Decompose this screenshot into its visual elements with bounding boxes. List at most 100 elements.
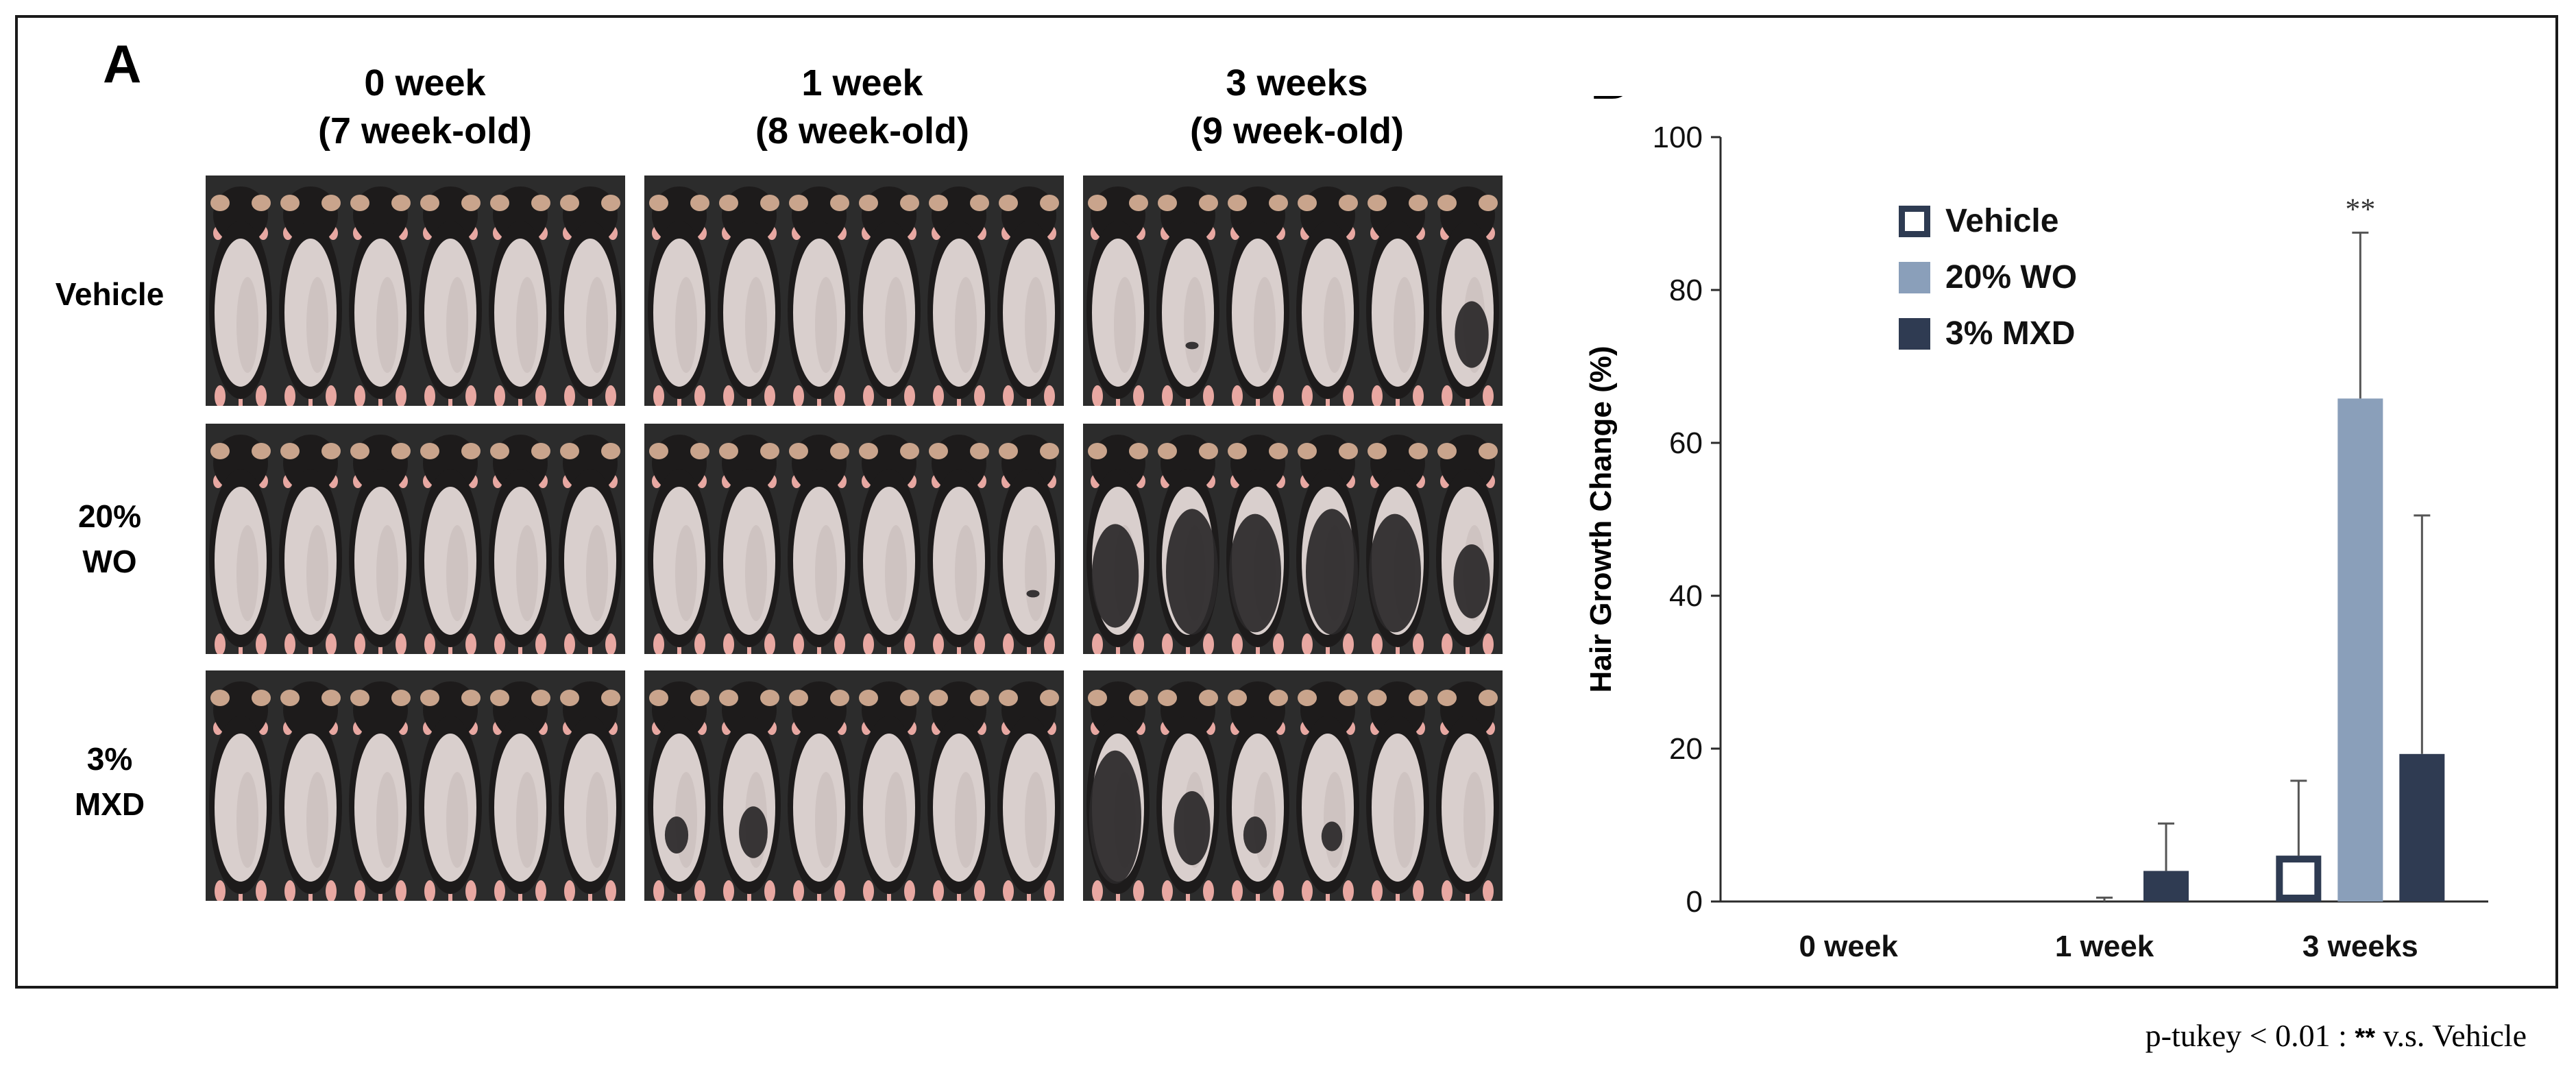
row-label-line1: 20% bbox=[77, 498, 142, 534]
mouse-photo bbox=[1083, 670, 1503, 901]
mouse bbox=[927, 435, 991, 654]
bar bbox=[2399, 753, 2445, 901]
y-axis-label: Hair Growth Change (%) bbox=[1584, 346, 1618, 692]
mouse bbox=[419, 435, 482, 654]
legend-swatch bbox=[1899, 318, 1930, 350]
legend-label: Vehicle bbox=[1945, 203, 2058, 239]
column-header-line2: (8 week-old) bbox=[755, 110, 970, 152]
footnote-stars: ** bbox=[2355, 1024, 2375, 1052]
mouse bbox=[927, 186, 991, 406]
mouse-photo-image bbox=[1083, 670, 1503, 901]
row-label-line2: MXD bbox=[74, 786, 145, 822]
mouse bbox=[279, 186, 342, 406]
mouse bbox=[349, 186, 412, 406]
y-tick-label: 20 bbox=[1669, 732, 1703, 766]
mouse-photo-image bbox=[206, 176, 625, 406]
row-label-line2: WO bbox=[82, 544, 137, 579]
mouse bbox=[1156, 681, 1219, 901]
mouse bbox=[648, 435, 711, 654]
mouse bbox=[1086, 435, 1150, 654]
hair-growth-bar-chart: B 0 20 40 60 80 100 Hair Growth Change (%) 0 wee… bbox=[1584, 96, 2488, 963]
significance-annotation: ** bbox=[2345, 192, 2375, 226]
row-label-line1: Vehicle bbox=[55, 276, 165, 312]
mouse bbox=[279, 681, 342, 901]
mouse bbox=[489, 435, 552, 654]
mouse bbox=[1296, 435, 1359, 654]
mouse bbox=[858, 435, 921, 654]
mouse bbox=[419, 186, 482, 406]
mouse bbox=[559, 681, 622, 901]
mouse-photo-image bbox=[644, 176, 1064, 406]
mouse bbox=[1366, 435, 1429, 654]
column-header-line1: 1 week bbox=[801, 62, 923, 104]
mouse bbox=[788, 186, 851, 406]
row-label-3-mxd: 3% MXD bbox=[41, 736, 178, 827]
y-tick-label: 60 bbox=[1669, 426, 1703, 460]
y-tick-label: 40 bbox=[1669, 579, 1703, 613]
mouse bbox=[279, 435, 342, 654]
mouse-photo bbox=[206, 176, 625, 406]
mouse bbox=[1296, 186, 1359, 406]
column-header-line2: (9 week-old) bbox=[1189, 110, 1405, 152]
footnote-suffix: v.s. Vehicle bbox=[2374, 1018, 2527, 1053]
mouse bbox=[1296, 681, 1359, 901]
mouse bbox=[997, 435, 1060, 654]
mouse bbox=[858, 186, 921, 406]
mouse bbox=[927, 681, 991, 901]
row-label-line1: 3% bbox=[86, 741, 133, 777]
mouse bbox=[1086, 681, 1150, 901]
mouse-photo-image bbox=[644, 670, 1064, 901]
mouse-photo-image bbox=[206, 670, 625, 901]
mouse bbox=[559, 186, 622, 406]
mouse-photo-image bbox=[1083, 176, 1503, 406]
row-label-20-wo: 20% WO bbox=[41, 494, 178, 584]
mouse bbox=[559, 435, 622, 654]
column-header-3-weeks: 3 weeks (9 week-old) bbox=[1084, 59, 1509, 155]
column-header-line2: (7 week-old) bbox=[317, 110, 533, 152]
mouse-photo bbox=[644, 670, 1064, 901]
statistics-footnote: p-tukey < 0.01 : ** v.s. Vehicle bbox=[2146, 1017, 2527, 1054]
legend-swatch bbox=[1899, 262, 1930, 293]
mouse bbox=[1226, 435, 1289, 654]
mouse bbox=[788, 681, 851, 901]
column-header-line1: 0 week bbox=[364, 62, 486, 104]
column-header-1-week: 1 week (8 week-old) bbox=[650, 59, 1075, 155]
mouse bbox=[858, 681, 921, 901]
legend-label: 3% MXD bbox=[1945, 315, 2075, 352]
mouse bbox=[718, 681, 781, 901]
mouse bbox=[209, 435, 272, 654]
mouse bbox=[1156, 435, 1219, 654]
x-tick-label: 3 weeks bbox=[2302, 930, 2418, 963]
mouse-photo bbox=[206, 670, 625, 901]
mouse bbox=[1436, 186, 1499, 406]
mouse-photo bbox=[206, 424, 625, 654]
mouse bbox=[349, 681, 412, 901]
row-label-vehicle: Vehicle bbox=[41, 271, 178, 317]
mouse bbox=[648, 186, 711, 406]
mouse bbox=[997, 681, 1060, 901]
mouse-photo bbox=[644, 176, 1064, 406]
mouse bbox=[1156, 186, 1219, 406]
footnote-prefix: p-tukey < 0.01 : bbox=[2145, 1018, 2355, 1053]
x-tick-label: 0 week bbox=[1799, 930, 1898, 963]
column-header-0-week: 0 week (7 week-old) bbox=[212, 59, 637, 155]
panel-a-letter: A bbox=[103, 34, 142, 94]
bar bbox=[2276, 856, 2322, 901]
figure-frame bbox=[15, 15, 2558, 989]
mouse-photo-image bbox=[644, 424, 1064, 654]
legend-label: 20% WO bbox=[1945, 259, 2077, 295]
bar bbox=[2337, 398, 2383, 901]
mouse bbox=[489, 681, 552, 901]
mouse bbox=[489, 186, 552, 406]
mouse bbox=[788, 435, 851, 654]
panel-b-letter: B bbox=[1590, 96, 1629, 110]
mouse bbox=[718, 435, 781, 654]
mouse bbox=[209, 681, 272, 901]
mouse-photo-image bbox=[206, 424, 625, 654]
mouse bbox=[1436, 681, 1499, 901]
mouse-photo bbox=[1083, 424, 1503, 654]
y-tick-label: 100 bbox=[1653, 121, 1703, 154]
mouse bbox=[1366, 186, 1429, 406]
mouse bbox=[718, 186, 781, 406]
mouse-photo bbox=[1083, 176, 1503, 406]
